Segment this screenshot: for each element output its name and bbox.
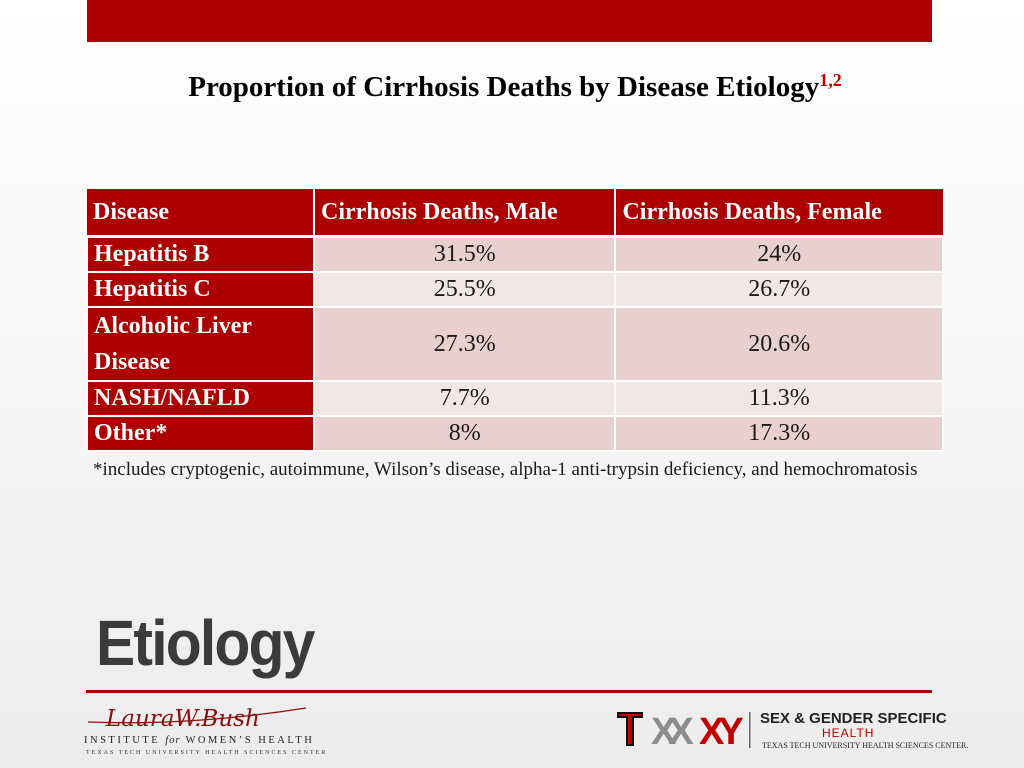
female-value: 11.3%: [614, 381, 944, 417]
sex-gender-specific-health-logo: XX XY: [617, 711, 751, 753]
table-header-row: Disease Cirrhosis Deaths, Male Cirrhosis…: [87, 189, 943, 238]
sgs-logo-subtitle: TEXAS TECH UNIVERSITY HEALTH SCIENCES CE…: [762, 741, 969, 750]
disease-cell: NASH/NAFLD: [86, 381, 315, 417]
header-female: Cirrhosis Deaths, Female: [615, 189, 943, 238]
table-row: NASH/NAFLD 7.7% 11.3%: [86, 381, 944, 417]
etiology-table: Disease Cirrhosis Deaths, Male Cirrhosis…: [86, 189, 944, 452]
svg-text:TEXAS TECH UNIVERSITY HEALTH S: TEXAS TECH UNIVERSITY HEALTH SCIENCES CE…: [86, 750, 327, 756]
title-superscript: 1,2: [819, 70, 842, 90]
texas-tech-double-t-icon: [617, 712, 643, 746]
male-value: 27.3%: [312, 307, 617, 382]
footnote: *includes cryptogenic, autoimmune, Wilso…: [93, 459, 918, 480]
table-row: Hepatitis B 31.5% 24%: [86, 236, 944, 273]
divider-line: [86, 690, 932, 693]
disease-cell: Alcoholic Liver Disease: [86, 307, 315, 382]
header-male: Cirrhosis Deaths, Male: [314, 189, 617, 238]
male-value: 31.5%: [312, 236, 617, 273]
laura-w-bush-institute-logo: LauraW.Bush INSTITUTE for WOMEN’S HEALTH…: [84, 706, 327, 756]
female-value: 24%: [614, 236, 944, 273]
top-accent-bar: [87, 0, 932, 42]
svg-text:XX: XX: [651, 711, 694, 753]
table-row: Alcoholic Liver Disease 27.3% 20.6%: [86, 307, 944, 382]
sgs-logo-health: HEALTH: [822, 726, 875, 740]
male-value: 25.5%: [312, 272, 617, 308]
table-row: Other* 8% 17.3%: [86, 416, 944, 452]
header-disease: Disease: [87, 189, 315, 238]
female-value: 26.7%: [614, 272, 944, 308]
female-value: 17.3%: [614, 416, 944, 452]
female-value: 20.6%: [614, 307, 944, 382]
disease-cell: Other*: [86, 416, 315, 452]
svg-text:LauraW.Bush: LauraW.Bush: [105, 706, 260, 732]
male-value: 7.7%: [312, 381, 617, 417]
male-value: 8%: [312, 416, 617, 452]
svg-text:XY: XY: [699, 711, 743, 753]
xy-chromosome-icon: XX XY: [651, 711, 749, 753]
title-text: Proportion of Cirrhosis Deaths by Diseas…: [188, 71, 820, 103]
disease-cell: Hepatitis C: [86, 272, 315, 308]
table-row: Hepatitis C 25.5% 26.7%: [86, 272, 944, 308]
svg-text:INSTITUTE for WOMEN’S HEALTH: INSTITUTE for WOMEN’S HEALTH: [84, 735, 314, 746]
slide-title: Proportion of Cirrhosis Deaths by Diseas…: [0, 70, 1024, 104]
sgs-logo-title: SEX & GENDER SPECIFIC: [760, 710, 947, 727]
section-title: Etiology: [96, 607, 315, 679]
disease-cell: Hepatitis B: [86, 236, 315, 273]
